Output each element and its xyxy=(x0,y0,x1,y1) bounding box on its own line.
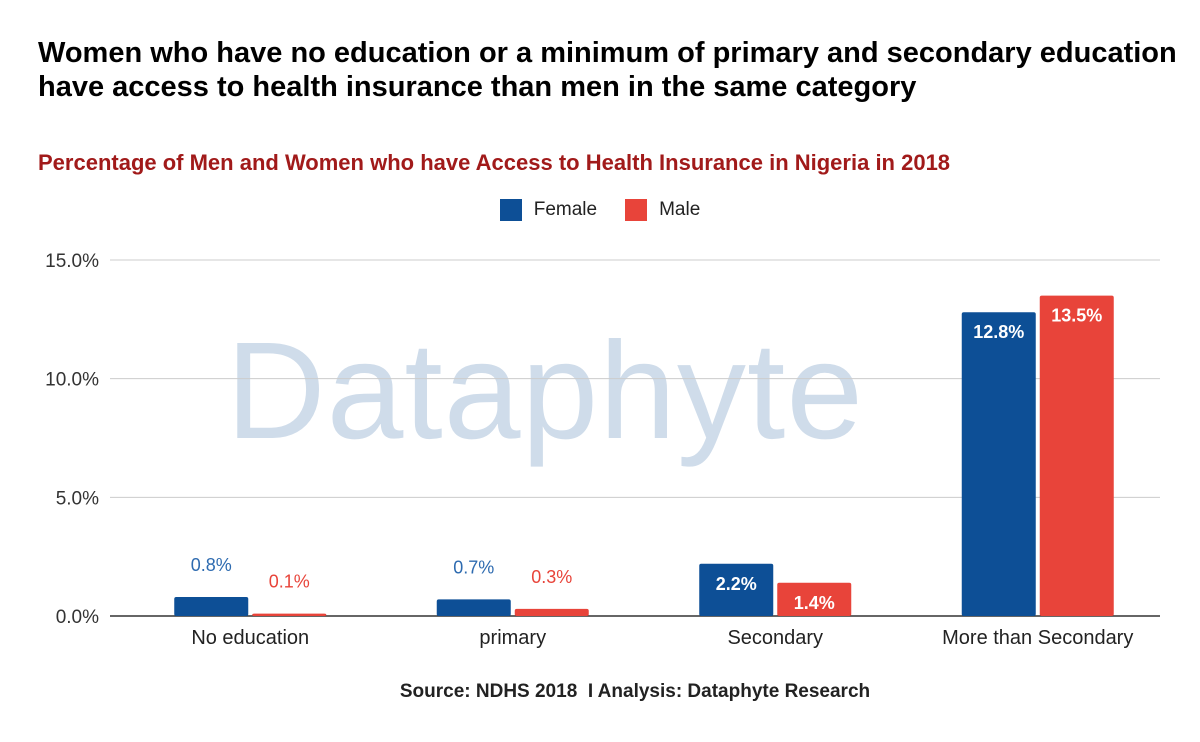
bar-male xyxy=(252,613,327,616)
y-tick-label: 5.0% xyxy=(56,488,99,509)
chart-subtitle: Percentage of Men and Women who have Acc… xyxy=(38,150,951,175)
bar-female xyxy=(174,597,249,616)
data-label-female: 0.8% xyxy=(191,555,232,575)
y-tick-label: 0.0% xyxy=(56,607,99,628)
data-label-male: 0.3% xyxy=(531,567,572,587)
x-tick-label: More than Secondary xyxy=(942,627,1133,649)
data-label-male: 1.4% xyxy=(794,593,835,613)
legend-label-female: Female xyxy=(533,199,598,220)
data-label-female: 2.2% xyxy=(716,574,757,594)
bar-male xyxy=(1039,295,1114,616)
bar-male xyxy=(777,582,852,616)
data-label-female: 0.7% xyxy=(453,557,494,577)
legend: Female Male xyxy=(0,199,1200,221)
y-tick-label: 15.0% xyxy=(45,251,99,272)
legend-swatch-female xyxy=(499,199,522,221)
bars xyxy=(174,295,1114,616)
x-tick-label: primary xyxy=(479,627,546,649)
chart-title: Women who have no education or a minimum… xyxy=(38,37,1177,103)
bar-female xyxy=(436,599,511,616)
x-tick-label: No education xyxy=(191,627,309,649)
data-label-male: 0.1% xyxy=(269,572,310,592)
x-tick-label: Secondary xyxy=(727,627,823,649)
data-label-female: 12.8% xyxy=(973,322,1024,342)
legend-item-male: Male xyxy=(625,199,700,221)
bar-female xyxy=(961,312,1036,616)
legend-item-female: Female xyxy=(499,199,598,221)
bar-female xyxy=(699,563,774,616)
data-label-male: 13.5% xyxy=(1051,306,1102,326)
legend-swatch-male xyxy=(625,199,648,221)
source-note: Source: NDHS 2018 I Analysis: Dataphyte … xyxy=(399,681,871,702)
bar-male xyxy=(514,608,589,616)
labels: 0.0% 5.0% 10.0% 15.0% No education 0.8% 0.1% pr… xyxy=(45,251,1133,649)
legend-label-male: Male xyxy=(659,199,701,220)
watermark-text: Dataphyte xyxy=(226,314,864,468)
y-tick-label: 10.0% xyxy=(45,370,99,391)
